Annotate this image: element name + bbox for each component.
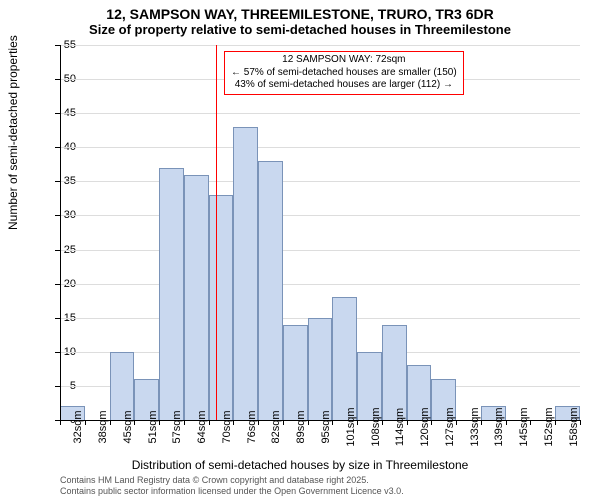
histogram-bar: [308, 318, 333, 420]
x-tick-label: 32sqm: [72, 410, 84, 443]
x-tick-mark: [407, 420, 408, 425]
chart-container: 12, SAMPSON WAY, THREEMILESTONE, TRURO, …: [0, 0, 600, 500]
y-axis-line: [60, 45, 61, 420]
x-tick-label: 108sqm: [370, 407, 382, 446]
x-tick-label: 120sqm: [419, 407, 431, 446]
page-title: 12, SAMPSON WAY, THREEMILESTONE, TRURO, …: [0, 6, 600, 22]
histogram-bar: [233, 127, 258, 420]
x-tick-label: 158sqm: [568, 407, 580, 446]
x-tick-mark: [555, 420, 556, 425]
x-tick-label: 139sqm: [493, 407, 505, 446]
x-tick-mark: [110, 420, 111, 425]
x-tick-mark: [506, 420, 507, 425]
x-tick-label: 127sqm: [444, 407, 456, 446]
x-tick-label: 38sqm: [97, 410, 109, 443]
x-tick-label: 101sqm: [345, 407, 357, 446]
annotation-box: 12 SAMPSON WAY: 72sqm ← 57% of semi-deta…: [224, 51, 464, 95]
x-tick-mark: [258, 420, 259, 425]
x-tick-mark: [357, 420, 358, 425]
page-subtitle: Size of property relative to semi-detach…: [0, 22, 600, 37]
x-tick-label: 51sqm: [147, 410, 159, 443]
x-tick-label: 57sqm: [171, 410, 183, 443]
title-block: 12, SAMPSON WAY, THREEMILESTONE, TRURO, …: [0, 0, 600, 37]
x-tick-mark: [159, 420, 160, 425]
credit-line2: Contains public sector information licen…: [60, 486, 404, 497]
histogram-bar: [332, 297, 357, 420]
x-tick-mark: [60, 420, 61, 425]
x-tick-mark: [209, 420, 210, 425]
annotation-line3: 43% of semi-detached houses are larger (…: [231, 79, 457, 92]
x-tick-label: 114sqm: [394, 408, 406, 446]
x-tick-mark: [283, 420, 284, 425]
x-tick-label: 82sqm: [270, 410, 282, 443]
x-tick-mark: [431, 420, 432, 425]
histogram-bar: [209, 195, 234, 420]
x-tick-mark: [184, 420, 185, 425]
x-tick-label: 89sqm: [295, 410, 307, 443]
x-tick-label: 45sqm: [122, 410, 134, 443]
x-tick-mark: [456, 420, 457, 425]
annotation-line2: ← 57% of semi-detached houses are smalle…: [231, 67, 457, 80]
x-tick-label: 145sqm: [518, 407, 530, 446]
plot-area: 12 SAMPSON WAY: 72sqm ← 57% of semi-deta…: [60, 45, 580, 420]
x-tick-mark: [85, 420, 86, 425]
histogram-bar: [283, 325, 308, 420]
x-tick-label: 64sqm: [196, 410, 208, 443]
x-tick-label: 95sqm: [320, 410, 332, 443]
annotation-line1: 12 SAMPSON WAY: 72sqm: [231, 54, 457, 67]
x-axis-label: Distribution of semi-detached houses by …: [0, 458, 600, 472]
x-tick-label: 152sqm: [543, 407, 555, 446]
x-tick-mark: [134, 420, 135, 425]
x-tick-mark: [233, 420, 234, 425]
x-tick-label: 70sqm: [221, 410, 233, 443]
highlight-marker: [216, 45, 217, 420]
x-tick-mark: [530, 420, 531, 425]
histogram-bar: [382, 325, 407, 420]
y-axis-label: Number of semi-detached properties: [6, 35, 20, 230]
x-tick-mark: [481, 420, 482, 425]
credit-line1: Contains HM Land Registry data © Crown c…: [60, 475, 404, 486]
x-tick-label: 133sqm: [469, 407, 481, 446]
x-tick-mark: [332, 420, 333, 425]
x-tick-mark: [308, 420, 309, 425]
histogram-bar: [159, 168, 184, 420]
x-tick-mark: [580, 420, 581, 425]
credits: Contains HM Land Registry data © Crown c…: [60, 475, 404, 497]
histogram-bar: [258, 161, 283, 420]
x-tick-mark: [382, 420, 383, 425]
x-tick-label: 76sqm: [246, 410, 258, 443]
histogram-bar: [184, 175, 209, 420]
